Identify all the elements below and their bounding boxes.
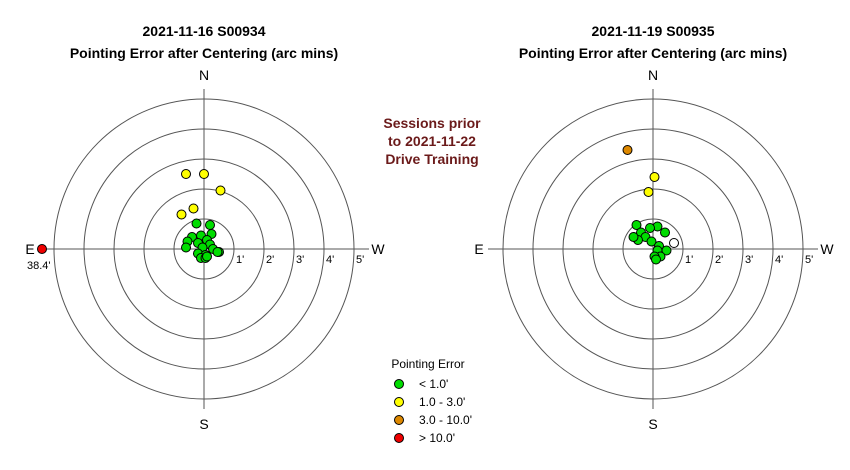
- left-direction-w: W: [371, 241, 385, 257]
- left-data-point: [176, 209, 187, 220]
- right-ring-label-4: 4': [775, 254, 783, 266]
- sessions-note-line-3: Drive Training: [385, 151, 478, 167]
- left-outlier-label: 38.4': [27, 260, 51, 272]
- right-data-point: [649, 172, 660, 182]
- left-ring-label-5: 5': [356, 254, 364, 266]
- right-data-point: [660, 227, 670, 238]
- left-data-point: [215, 185, 226, 196]
- left-data-point: [199, 169, 209, 179]
- right-data-point: [628, 232, 639, 242]
- legend-swatch-1to3: [394, 397, 404, 407]
- sessions-note-line-1: Sessions prior: [383, 115, 481, 131]
- left-chart-title: 2021-11-16 S00934: [143, 23, 266, 39]
- legend-title: Pointing Error: [391, 357, 464, 371]
- sessions-note-line-2: to 2021-11-22: [388, 133, 476, 149]
- legend-swatch-lt1: [394, 379, 404, 389]
- right-data-point: [646, 236, 657, 247]
- left-direction-e: E: [25, 241, 34, 257]
- right-data-point: [669, 238, 679, 248]
- left-data-point: [205, 220, 215, 230]
- legend-label-lt1: < 1.0': [419, 377, 448, 391]
- right-chart-title: 2021-11-19 S00935: [592, 23, 715, 39]
- right-data-point: [661, 245, 672, 256]
- legend-label-gt10: > 10.0': [419, 431, 455, 445]
- left-data-point: [188, 203, 199, 214]
- left-chart-subtitle: Pointing Error after Centering (arc mins…: [70, 45, 338, 61]
- right-data-point: [631, 220, 642, 230]
- right-direction-s: S: [648, 416, 657, 432]
- left-ring-label-3: 3': [296, 254, 304, 266]
- left-data-point: [202, 251, 212, 262]
- legend-swatch-gt10: [394, 433, 404, 443]
- right-chart-subtitle: Pointing Error after Centering (arc mins…: [519, 45, 787, 61]
- left-data-point: [181, 242, 191, 253]
- left-ring-label-4: 4': [326, 254, 334, 266]
- legend-label-3to10: 3.0 - 10.0': [419, 413, 472, 427]
- right-direction-e: E: [474, 241, 483, 257]
- left-ring-label-1: 1': [236, 254, 244, 266]
- right-direction-n: N: [648, 67, 658, 83]
- right-data-point: [643, 187, 654, 197]
- right-ring-label-5: 5': [805, 254, 813, 266]
- right-data-point: [622, 145, 633, 155]
- right-direction-w: W: [820, 241, 834, 257]
- left-data-point: [212, 247, 223, 257]
- left-data-point: [181, 169, 191, 179]
- left-direction-n: N: [199, 67, 209, 83]
- legend-swatch-3to10: [394, 415, 404, 425]
- right-ring-label-3: 3': [745, 254, 753, 266]
- left-polar-chart: N S E W 1' 2' 3' 4' 5' 38.4': [25, 67, 385, 432]
- right-ring-label-2: 2': [715, 254, 723, 266]
- right-data-point: [651, 254, 661, 265]
- left-data-point: [191, 218, 202, 229]
- legend-label-1to3: 1.0 - 3.0': [419, 395, 465, 409]
- left-ring-label-2: 2': [266, 254, 274, 266]
- legend: Pointing Error < 1.0' 1.0 - 3.0' 3.0 - 1…: [391, 357, 472, 445]
- left-data-point: [37, 244, 47, 254]
- right-ring-label-1: 1': [685, 254, 693, 266]
- right-data-point: [645, 223, 655, 233]
- right-polar-chart: N S E W 1' 2' 3' 4' 5': [474, 67, 834, 432]
- left-direction-s: S: [199, 416, 208, 432]
